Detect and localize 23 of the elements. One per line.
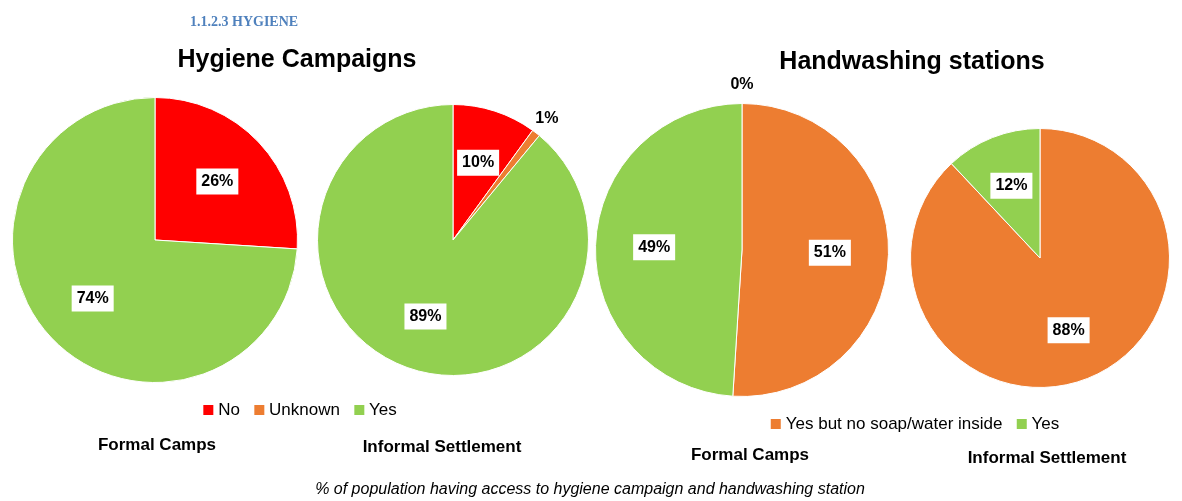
data-label: 49%	[638, 237, 671, 255]
data-label: 12%	[995, 176, 1028, 194]
text: 0%	[730, 74, 754, 92]
text: % of population having access to hygiene campaign and handwashing station	[315, 480, 865, 498]
text: Informal Settlement	[362, 437, 522, 457]
data-label: 74%	[76, 288, 109, 306]
text: Informal Settlement	[967, 448, 1127, 468]
data-label: 26%	[201, 171, 234, 189]
chart-title: Handwashing stations	[779, 46, 1045, 75]
legend-label: Unknown	[268, 400, 340, 420]
legend-label: Yes	[367, 400, 397, 420]
data-label: 88%	[1052, 320, 1085, 338]
legend-label: No	[217, 400, 241, 420]
data-label: 89%	[409, 306, 442, 324]
data-label: 51%	[813, 243, 846, 261]
data-label: 1%	[535, 109, 559, 127]
text: Formal Camps	[97, 435, 217, 455]
data-label: 10%	[462, 153, 495, 171]
legend-label: Yes	[1030, 414, 1060, 434]
text: Formal Camps	[690, 445, 810, 465]
legend-label: Yes but no soap/water inside	[784, 414, 1003, 434]
chart-title: Hygiene Campaigns	[177, 44, 417, 73]
text: 1.1.2.3 HYGIENE	[190, 14, 299, 30]
